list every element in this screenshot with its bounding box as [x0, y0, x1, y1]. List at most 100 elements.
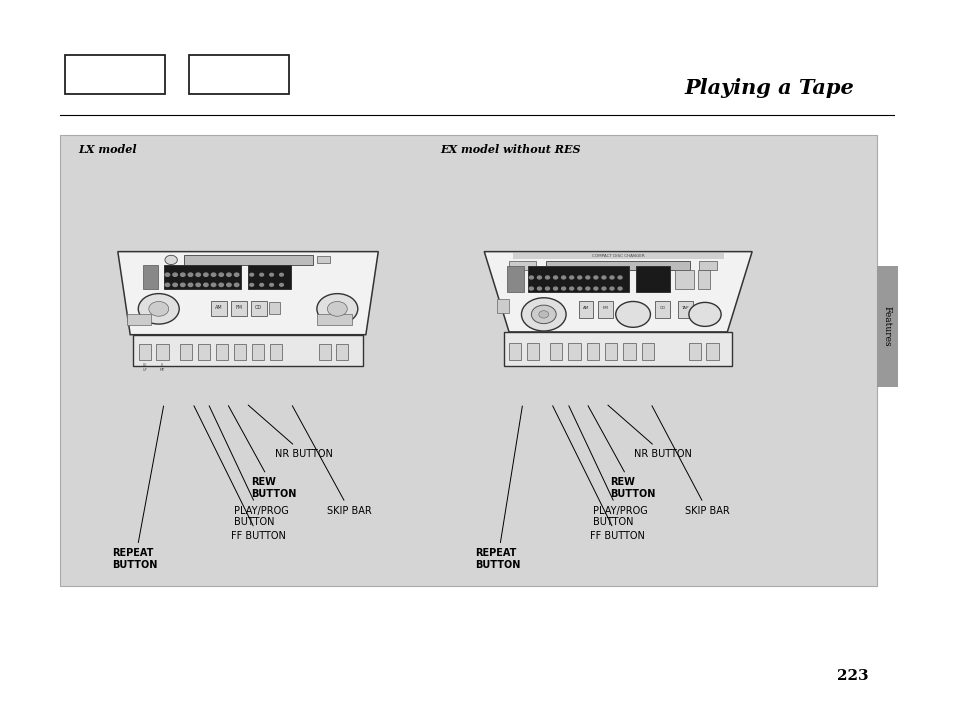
- Text: PLAY/PROG
BUTTON: PLAY/PROG BUTTON: [568, 406, 647, 527]
- Bar: [549, 343, 562, 360]
- Circle shape: [165, 273, 170, 276]
- Bar: [655, 302, 670, 318]
- Text: FF BUTTON: FF BUTTON: [193, 406, 286, 541]
- Circle shape: [531, 305, 556, 324]
- Text: REW
BUTTON: REW BUTTON: [228, 405, 296, 498]
- Bar: [156, 344, 169, 360]
- Circle shape: [594, 276, 598, 279]
- Bar: [317, 315, 352, 325]
- Text: Features: Features: [882, 306, 891, 347]
- Bar: [876, 266, 897, 387]
- Circle shape: [259, 283, 263, 286]
- Bar: [509, 343, 521, 360]
- Text: LI
MT: LI MT: [160, 364, 165, 372]
- Circle shape: [227, 273, 231, 276]
- Text: REPEAT
BUTTON: REPEAT BUTTON: [112, 406, 163, 569]
- Circle shape: [618, 287, 621, 290]
- Circle shape: [212, 273, 215, 276]
- Circle shape: [545, 276, 549, 279]
- Bar: [335, 344, 348, 360]
- Bar: [622, 343, 635, 360]
- Bar: [189, 55, 289, 94]
- Bar: [60, 135, 876, 586]
- Circle shape: [234, 283, 238, 287]
- Bar: [497, 299, 509, 313]
- Text: REW
BUTTON: REW BUTTON: [587, 405, 656, 498]
- Bar: [698, 261, 717, 270]
- Bar: [635, 266, 670, 293]
- Circle shape: [227, 283, 231, 287]
- Circle shape: [601, 276, 605, 279]
- Text: SKIP BAR: SKIP BAR: [292, 405, 372, 515]
- Circle shape: [585, 287, 589, 290]
- Circle shape: [618, 276, 621, 279]
- Bar: [598, 302, 613, 318]
- Circle shape: [195, 273, 200, 276]
- Bar: [127, 315, 152, 325]
- Bar: [65, 55, 165, 94]
- Circle shape: [537, 276, 541, 279]
- Bar: [604, 343, 617, 360]
- Circle shape: [561, 276, 565, 279]
- Circle shape: [180, 283, 185, 287]
- Bar: [270, 344, 282, 360]
- Bar: [504, 332, 731, 366]
- Circle shape: [188, 283, 193, 287]
- Circle shape: [538, 311, 548, 318]
- Circle shape: [172, 273, 177, 276]
- Bar: [586, 343, 598, 360]
- Circle shape: [615, 302, 650, 327]
- Circle shape: [545, 287, 549, 290]
- Polygon shape: [484, 251, 751, 332]
- Circle shape: [594, 287, 598, 290]
- Circle shape: [180, 273, 185, 276]
- Text: FF BUTTON: FF BUTTON: [552, 406, 644, 541]
- Text: FM: FM: [602, 306, 608, 310]
- Text: LX model: LX model: [78, 144, 136, 155]
- Circle shape: [138, 294, 179, 324]
- Bar: [641, 343, 654, 360]
- Text: CD: CD: [254, 305, 262, 310]
- Bar: [318, 344, 331, 360]
- Circle shape: [578, 287, 581, 290]
- Circle shape: [165, 283, 170, 287]
- Bar: [215, 344, 228, 360]
- Circle shape: [203, 283, 208, 287]
- Circle shape: [279, 273, 283, 276]
- Bar: [164, 265, 240, 288]
- Bar: [578, 302, 593, 318]
- Circle shape: [270, 273, 274, 276]
- Text: NR BUTTON: NR BUTTON: [607, 405, 692, 459]
- Text: REPEAT
BUTTON: REPEAT BUTTON: [475, 406, 522, 569]
- Circle shape: [316, 294, 357, 324]
- Circle shape: [327, 302, 347, 316]
- Text: EX model without RES: EX model without RES: [440, 144, 580, 155]
- Bar: [675, 270, 693, 288]
- Circle shape: [609, 287, 614, 290]
- Text: COMPACT DISC CHANGER: COMPACT DISC CHANGER: [591, 254, 644, 258]
- Circle shape: [250, 273, 253, 276]
- Circle shape: [578, 276, 581, 279]
- Bar: [139, 344, 152, 360]
- Bar: [183, 256, 313, 265]
- Circle shape: [585, 276, 589, 279]
- Circle shape: [203, 273, 208, 276]
- Bar: [568, 343, 580, 360]
- Bar: [509, 261, 536, 270]
- Circle shape: [569, 276, 573, 279]
- Circle shape: [561, 287, 565, 290]
- Text: LU
UP: LU UP: [143, 364, 148, 372]
- Text: FM: FM: [235, 305, 242, 310]
- Text: AM: AM: [582, 306, 589, 310]
- Circle shape: [259, 273, 263, 276]
- Circle shape: [601, 287, 605, 290]
- Bar: [143, 265, 157, 288]
- Bar: [688, 343, 700, 360]
- Circle shape: [270, 283, 274, 286]
- Circle shape: [219, 283, 223, 287]
- Circle shape: [537, 287, 541, 290]
- Circle shape: [234, 273, 238, 276]
- Circle shape: [172, 283, 177, 287]
- Circle shape: [165, 256, 177, 265]
- Circle shape: [195, 283, 200, 287]
